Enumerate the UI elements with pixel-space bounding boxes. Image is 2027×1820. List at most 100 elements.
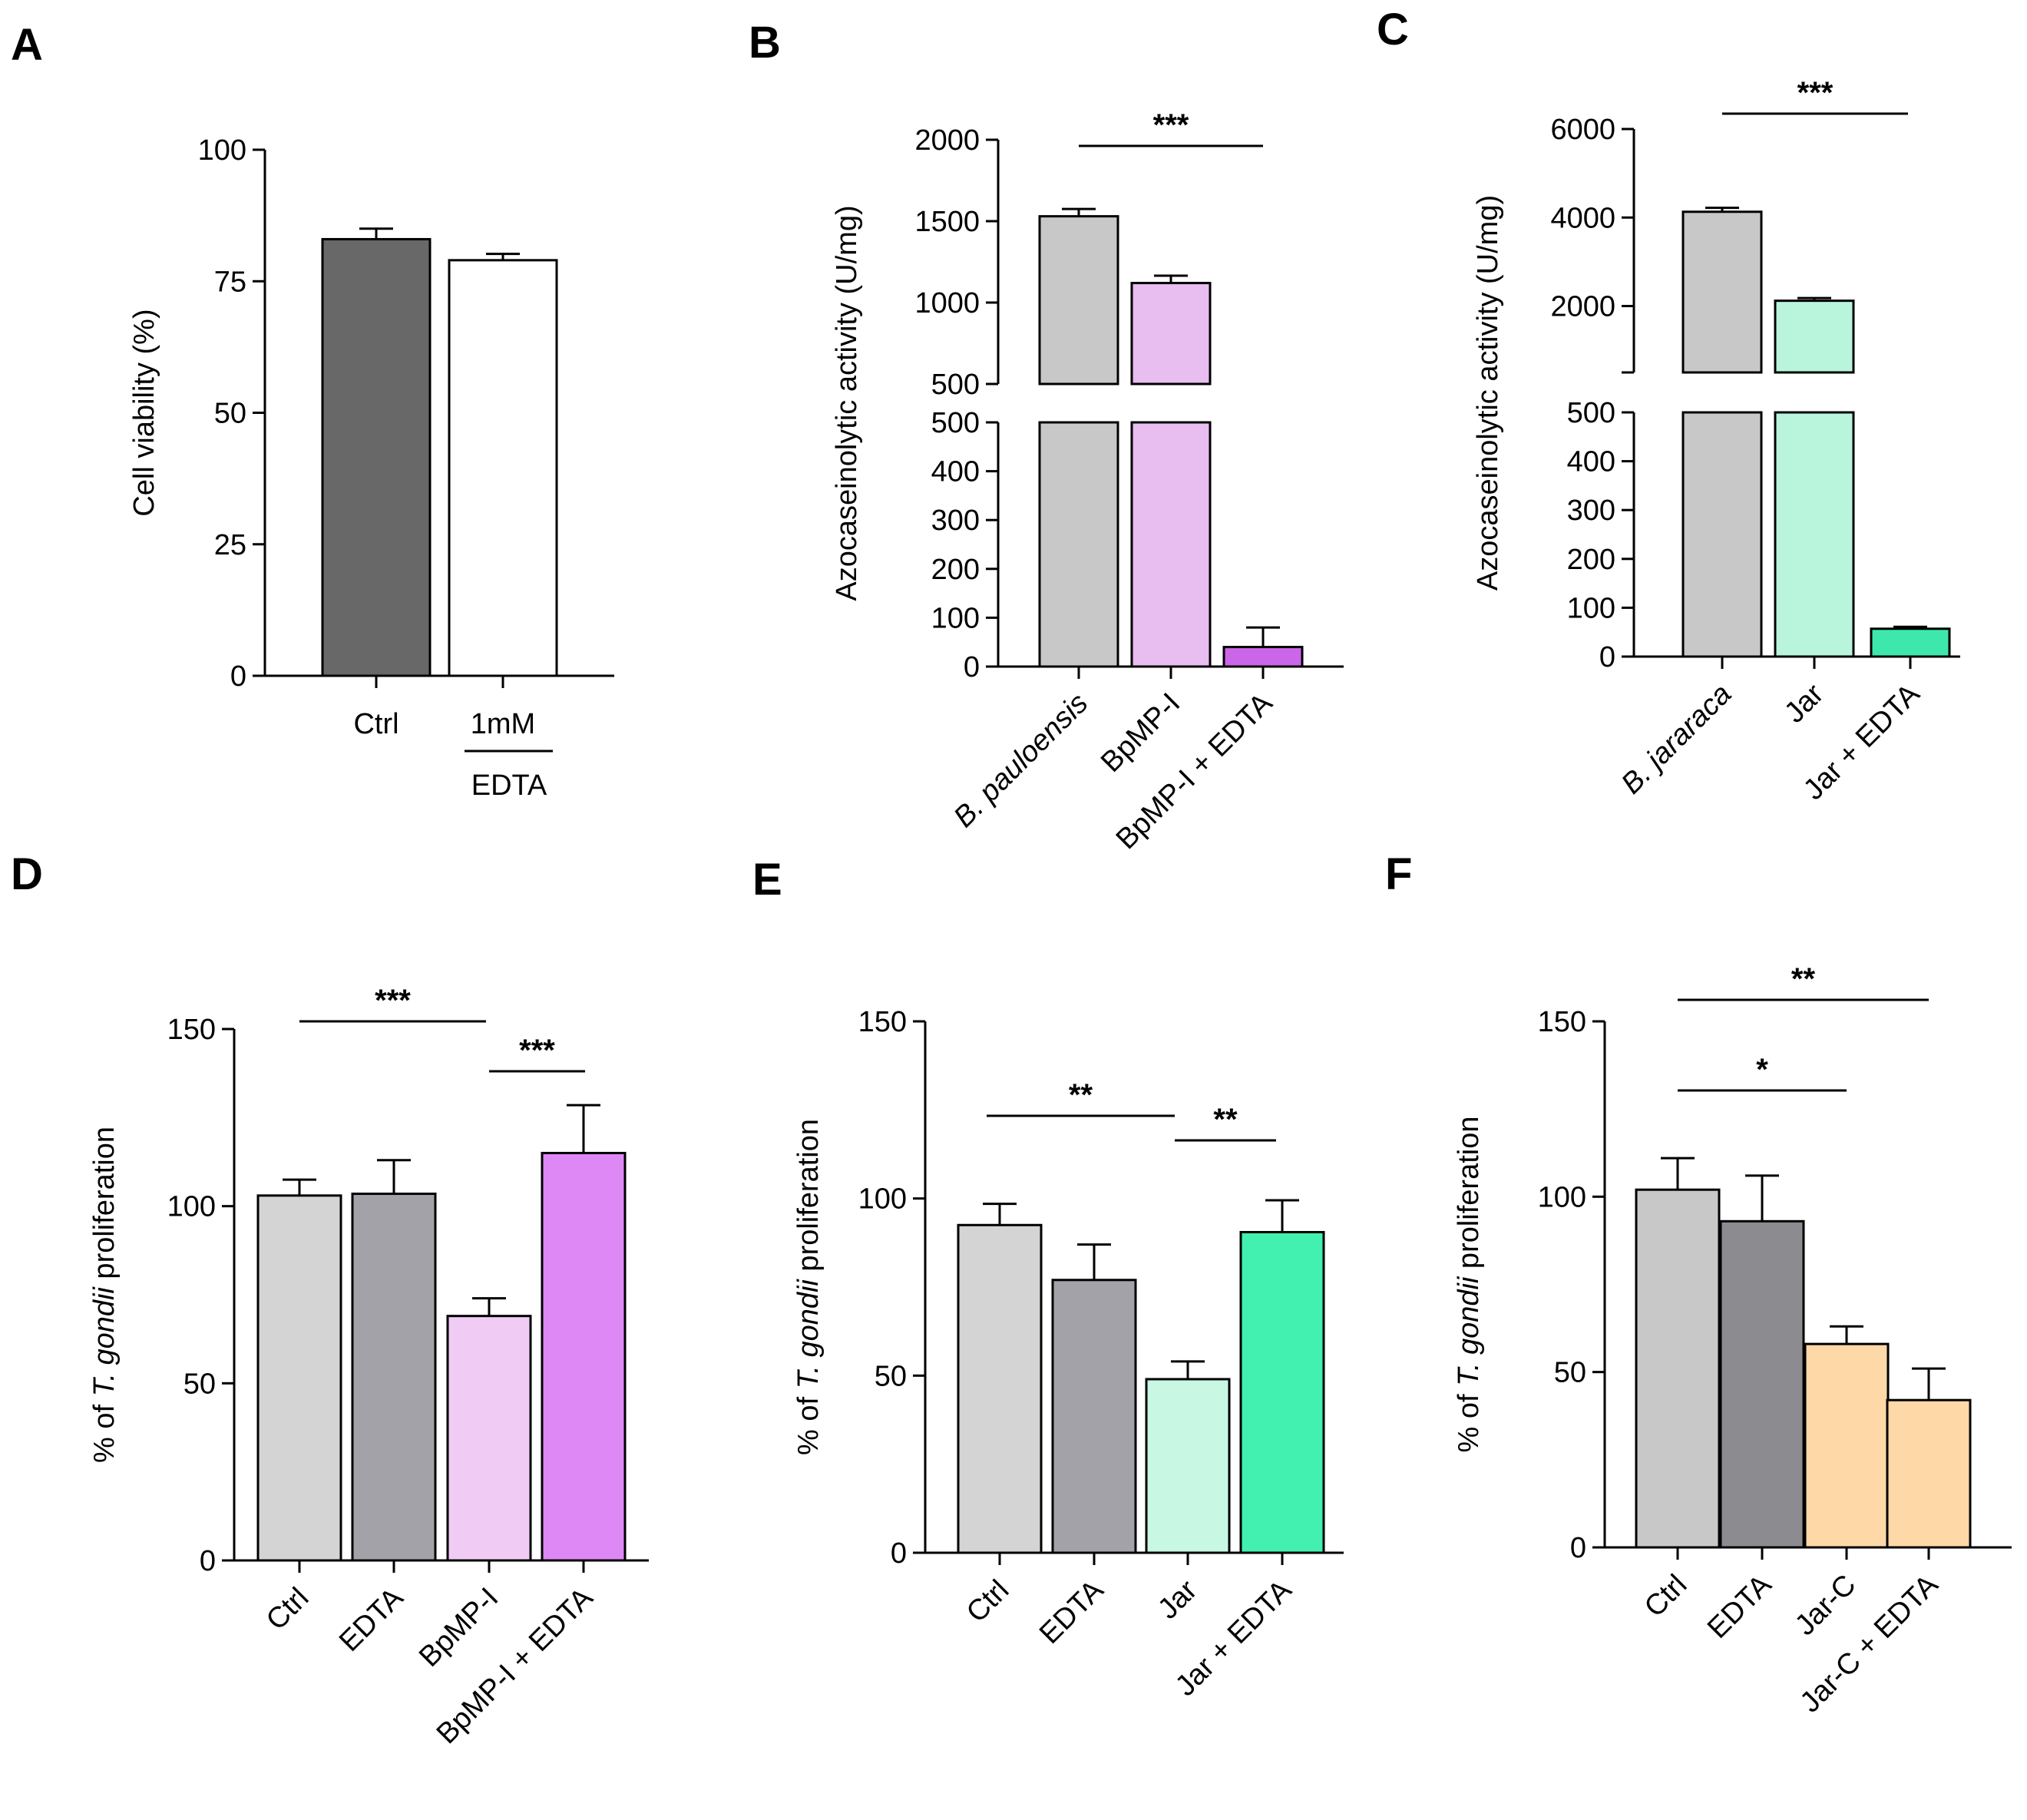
y-tick-label: 50 [184,1368,216,1400]
panel-label: A [11,20,43,70]
y-tick-label: 75 [214,266,246,298]
y-tick-label: 50 [214,398,246,430]
y-tick-label: 4000 [1550,202,1615,234]
y-tick-label: 50 [875,1360,907,1392]
y-tick-label: 1000 [914,287,980,319]
y-axis-label-part: proliferation [88,1127,121,1287]
y-tick-label: 1500 [914,206,980,238]
bar [1130,421,1212,668]
y-axis-label-part: T. gondii [1453,1276,1485,1386]
category-label: EDTA [1701,1568,1778,1645]
category-label: BpMP-I [413,1582,504,1673]
y-tick-label: 400 [1567,446,1615,478]
panel-f: F 0 50 100 150 % of T. gondii proliferation Ct… [1385,849,2012,1719]
category-label: Jar [1778,677,1830,729]
panel-b: B 500 1000 1500 2000 0 100 200 300 400 500 Azocasei… [749,18,1344,855]
y-tick-label: 6000 [1550,114,1615,146]
y-axis-label: Cell viability (%) [128,309,160,516]
category-label: BpMP-I + EDTA [1110,687,1279,855]
y-tick-label: 150 [1538,1006,1586,1038]
y-tick-label: 100 [1567,592,1615,624]
panel-e: E 0 50 100 150 % of T. gondii proliferation Ct… [752,855,1344,1703]
panel-label: C [1377,5,1409,55]
y-tick-label: 300 [931,505,980,537]
bar [541,1151,627,1562]
bar [1774,411,1855,658]
bar [446,1315,532,1562]
y-tick-label: 200 [931,554,980,586]
category-label: EDTA [333,1581,410,1658]
y-tick-label: 100 [1538,1181,1586,1213]
y-tick-label: 100 [167,1191,216,1223]
category-label: Ctrl [961,1574,1015,1629]
y-axis-label-part: T. gondii [88,1286,121,1397]
bar [1222,646,1304,668]
panel-label: D [11,849,43,899]
bar [256,1194,342,1562]
bar [1681,210,1763,374]
y-axis-label: Azocaseinolytic activity (U/mg) [1472,195,1504,591]
category-label: 1mM [471,708,535,740]
y-tick-label: 400 [931,456,980,488]
significance-label: *** [1797,76,1834,110]
y-tick-label: 0 [1570,1532,1586,1564]
y-tick-label: 0 [230,660,246,693]
axis-break-gap [1037,386,1121,421]
group-label: EDTA [471,769,547,802]
axis-break-gap [1129,386,1213,421]
y-tick-label: 300 [1567,495,1615,527]
y-tick-label: 200 [1567,544,1615,576]
category-label: Jar-C [1789,1569,1862,1642]
significance-label: *** [1153,108,1189,142]
bar [1870,627,1951,658]
y-tick-label: 100 [931,602,980,634]
bar [1774,299,1855,374]
y-tick-label: 2000 [1550,291,1615,323]
y-tick-label: 150 [167,1014,216,1046]
y-axis-label: Azocaseinolytic activity (U/mg) [831,205,863,601]
category-label: B. pauloensis [947,687,1094,834]
bar [1239,1230,1325,1554]
bar [1681,411,1763,658]
y-tick-label: 0 [964,651,980,683]
category-label: Ctrl [260,1582,315,1636]
axis-break-gap [1772,374,1857,411]
y-axis-label: % of T. gondii proliferation [88,1127,121,1463]
y-tick-label: 0 [200,1545,216,1577]
panel-a: A 0 25 50 75 100 Cell viability (%) Ctrl 1mM EDTA [11,20,614,802]
bar [957,1223,1043,1554]
category-label: Ctrl [1638,1569,1693,1623]
panel-label: B [749,18,781,68]
y-tick-label: 0 [891,1537,907,1570]
bar [1130,282,1212,386]
y-axis-label-part: % of [1453,1386,1485,1453]
y-tick-label: 500 [1567,397,1615,429]
bar [1038,421,1119,668]
panel-label: F [1385,849,1412,899]
panel-label: E [752,855,782,905]
significance-label: *** [375,984,411,1018]
y-tick-label: 100 [198,134,246,167]
y-tick-label: 2000 [914,124,980,157]
y-tick-label: 150 [858,1006,907,1038]
category-label: B. jararaca [1615,678,1738,801]
bar [351,1193,437,1562]
axis-break-gap [1680,374,1764,411]
bar [1051,1279,1137,1554]
panel-c: C 2000 4000 6000 0 100 200 300 400 500 Azocaseinol… [1377,5,1960,806]
y-axis-label: % of T. gondii proliferation [1453,1117,1485,1453]
bar [321,237,432,677]
y-axis-label-part: proliferation [1453,1117,1485,1277]
category-label: BpMP-I [1095,687,1186,779]
significance-label: ** [1791,962,1816,996]
significance-label: ** [1213,1103,1238,1137]
bar [1635,1188,1721,1549]
y-axis-label-part: % of [88,1396,121,1463]
category-label: Ctrl [353,708,398,740]
y-tick-label: 50 [1554,1357,1586,1389]
y-axis-label-part: proliferation [792,1119,825,1279]
bar [1886,1398,1972,1549]
category-label: Jar [1152,1573,1203,1625]
significance-label: *** [519,1034,555,1067]
